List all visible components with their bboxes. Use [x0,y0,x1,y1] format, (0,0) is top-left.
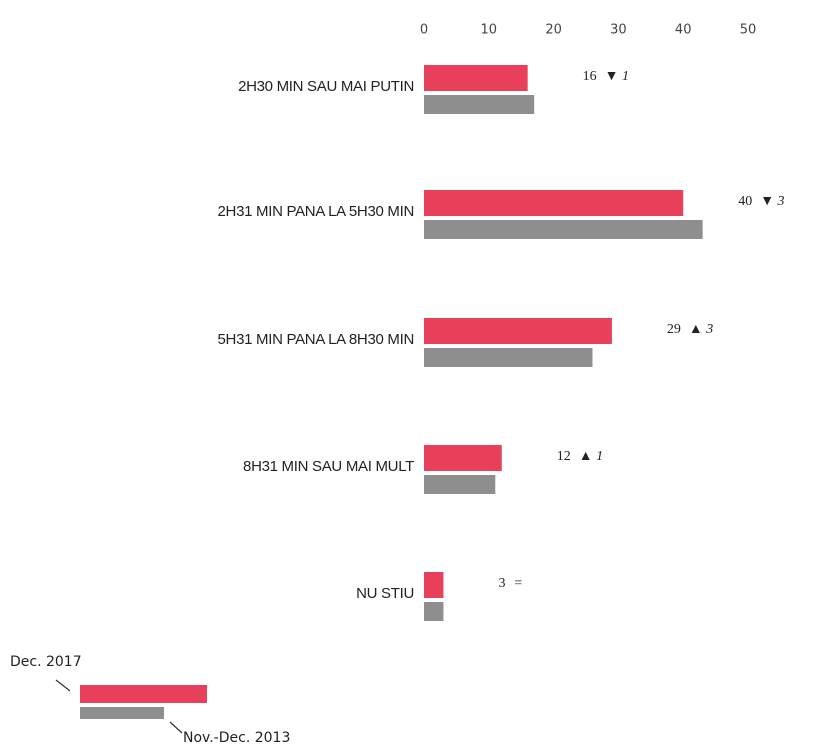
x-tick-label: 30 [610,23,627,38]
category-label: 8H31 MIN SAU MAI MULT [243,458,414,475]
value-label: 40 ▼ 3 [738,194,784,209]
value: 40 [738,194,752,209]
value-label: 29 ▲ 3 [667,322,713,337]
category-label: 2H31 MIN PANA LA 5H30 MIN [218,203,414,220]
value: 12 [557,449,571,464]
x-tick-label: 10 [481,23,498,38]
bar [424,220,703,239]
category-label: 5H31 MIN PANA LA 8H30 MIN [218,331,414,348]
bar [424,65,528,91]
value-label: 16 ▼ 1 [583,69,629,84]
x-tick-label: 20 [545,23,562,38]
change: ▲ 1 [579,449,603,464]
change: = [513,576,522,591]
bar [424,95,535,114]
bar [424,318,612,344]
leader [55,679,71,692]
x-tick-label: 0 [420,23,428,38]
bar [424,348,593,367]
value: 16 [583,69,597,84]
legend-label: Nov.-Dec. 2013 [183,730,290,746]
change: ▼ 3 [760,194,784,209]
x-tick-label: 50 [740,23,757,38]
x-tick-label: 40 [675,23,692,38]
legend-swatch [80,707,164,719]
category-label: NU STIU [356,585,414,602]
value: 29 [667,322,681,337]
value-label: 3 = [498,576,522,591]
category-label: 2H30 MIN SAU MAI PUTIN [238,78,414,95]
bar [424,190,684,216]
value-label: 12 ▲ 1 [557,449,603,464]
bar [424,475,496,494]
legend-swatch [80,685,207,703]
leader [169,721,183,734]
value: 3 [498,576,505,591]
bar [424,572,444,598]
bar [424,445,502,471]
change: ▼ 1 [605,69,629,84]
change: ▲ 3 [689,322,713,337]
legend-label: Dec. 2017 [10,654,82,670]
bar [424,602,444,621]
